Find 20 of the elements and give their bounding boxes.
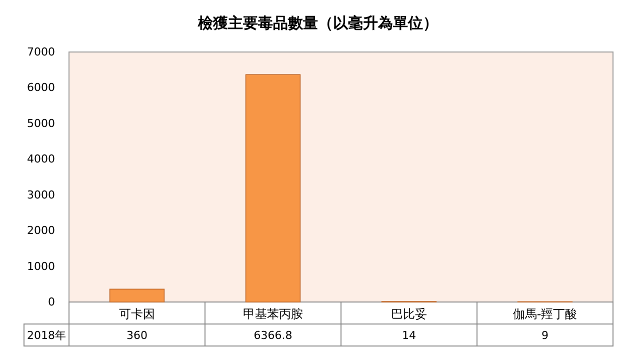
y-tick-label: 2000 xyxy=(27,224,55,238)
chart-title: 檢獲主要毒品數量（以毫升為單位） xyxy=(197,14,438,32)
bar xyxy=(109,288,165,302)
bar xyxy=(245,74,301,302)
y-tick-label: 0 xyxy=(48,296,55,309)
text: 2018年 xyxy=(27,329,66,342)
text: 14 xyxy=(402,329,416,342)
y-tick-label: 3000 xyxy=(27,188,55,202)
y-tick-label: 1000 xyxy=(27,260,55,273)
text: 6366.8 xyxy=(254,329,292,342)
text: 360 xyxy=(126,329,148,342)
text: 9 xyxy=(542,329,548,342)
y-tick-label: 6000 xyxy=(27,81,55,94)
x-tick-label: 伽馬-羥丁酸 xyxy=(512,307,578,321)
y-tick-label: 5000 xyxy=(27,116,55,130)
x-tick-label: 可卡因 xyxy=(119,307,155,321)
y-tick-label: 4000 xyxy=(27,152,55,166)
y-tick-label: 7000 xyxy=(27,46,55,59)
x-tick-label: 甲基苯丙胺 xyxy=(243,307,303,321)
x-tick-label: 巴比妥 xyxy=(391,307,427,321)
